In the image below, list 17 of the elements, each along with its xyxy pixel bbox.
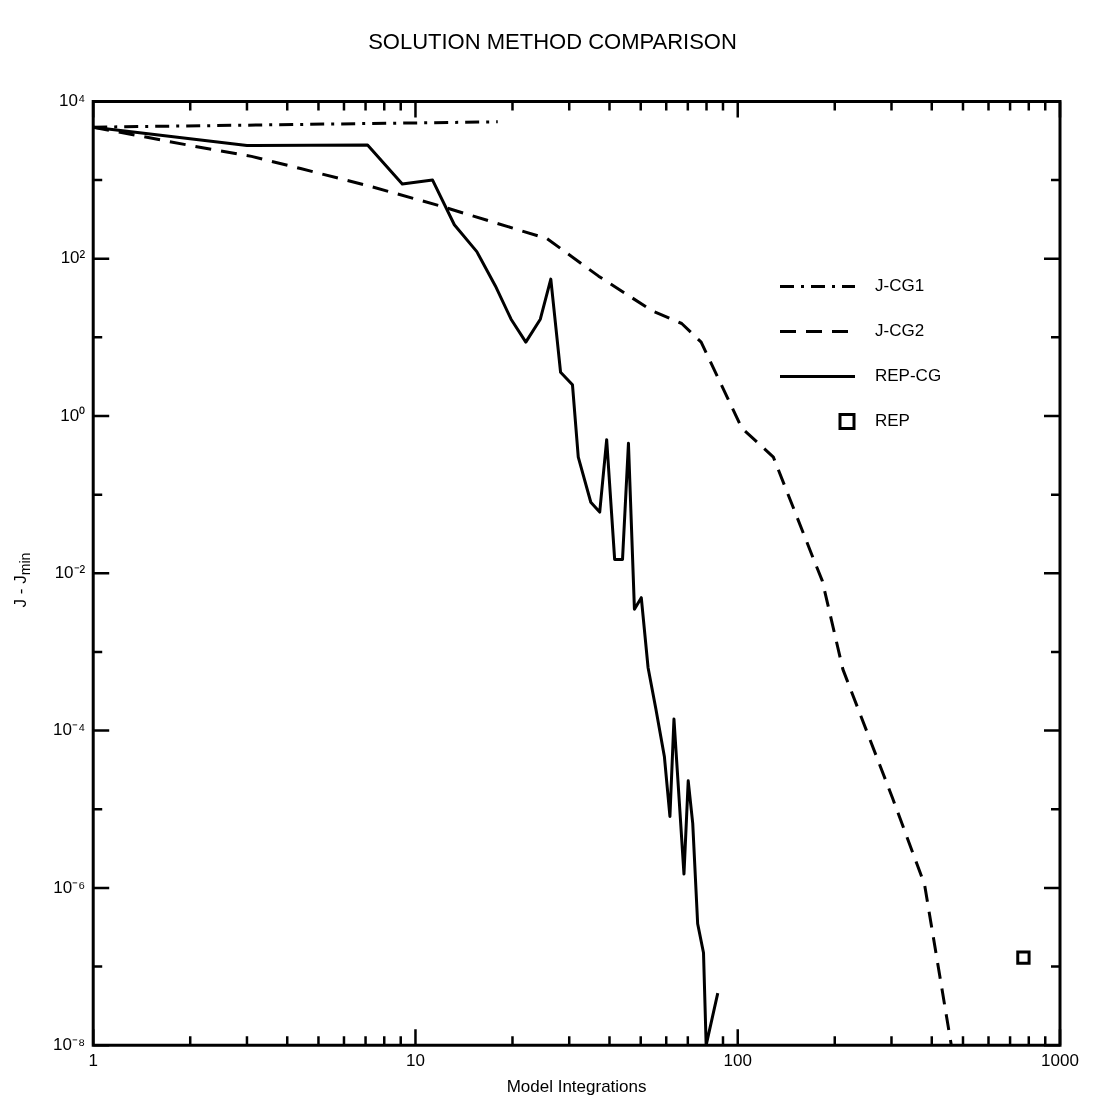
x-tick-label: 1000 (1041, 1051, 1079, 1071)
y-tick-label: 10⁻⁴ (53, 720, 86, 740)
chart-title: SOLUTION METHOD COMPARISON (368, 29, 737, 55)
y-tick-label: 10⁻² (54, 562, 86, 582)
legend-label: REP (875, 411, 910, 431)
legend-label: J-CG2 (875, 321, 925, 341)
x-axis-title: Model Integrations (506, 1077, 647, 1097)
y-tick-label: 10⁴ (59, 91, 86, 111)
legend-label: J-CG1 (875, 276, 925, 296)
legend-label: REP-CG (875, 366, 942, 386)
x-tick-label: 1 (88, 1051, 98, 1071)
x-tick-label: 100 (723, 1051, 752, 1071)
y-tick-label: 10² (60, 248, 86, 268)
y-tick-label: 10⁻⁸ (53, 1034, 86, 1054)
y-tick-label: 10⁰ (60, 405, 86, 425)
y-tick-label: 10⁻⁶ (53, 877, 86, 897)
x-tick-label: 10 (406, 1051, 425, 1071)
